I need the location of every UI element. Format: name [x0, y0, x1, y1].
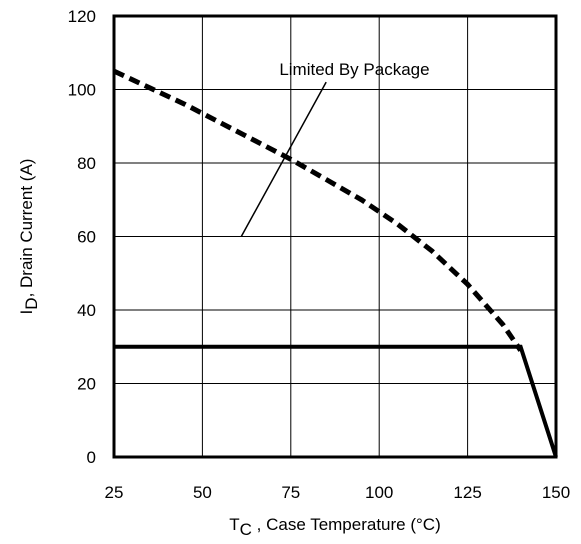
x-tick-label: 50 — [193, 483, 212, 502]
x-axis-label-sub: C — [240, 520, 252, 539]
y-axis-label-rest: , Drain Current (A) — [17, 159, 36, 298]
y-tick-label: 60 — [77, 228, 96, 247]
y-axis-label-sub: D — [22, 297, 41, 309]
x-axis-label-main: T — [229, 515, 239, 534]
x-tick-label: 75 — [281, 483, 300, 502]
x-tick-label: 100 — [365, 483, 393, 502]
grid — [114, 16, 556, 457]
series-line-2 — [114, 344, 558, 458]
y-tick-label: 0 — [87, 448, 96, 467]
y-tick-label: 120 — [68, 7, 96, 26]
y-tick-label: 20 — [77, 375, 96, 394]
y-tick-label: 100 — [68, 81, 96, 100]
y-axis-label-main: I — [17, 310, 36, 315]
x-tick-label: 25 — [105, 483, 124, 502]
annotations-group: Limited By Package — [240, 60, 430, 237]
x-axis-label: TC , Case Temperature (°C) — [229, 515, 441, 539]
x-tick-labels: 25 50 75 100 125 150 — [105, 483, 571, 502]
y-axis-label: ID, Drain Current (A) — [17, 159, 41, 315]
plot-frame — [112, 14, 558, 459]
y-tick-labels: 0 20 40 60 80 100 120 — [68, 7, 96, 467]
annotation-label: Limited By Package — [279, 60, 429, 79]
series-line-1 — [112, 68, 523, 352]
series-group — [112, 68, 558, 458]
x-tick-label: 150 — [542, 483, 570, 502]
y-tick-label: 80 — [77, 154, 96, 173]
x-tick-label: 125 — [453, 483, 481, 502]
x-axis-label-rest: , Case Temperature (°C) — [252, 515, 441, 534]
annotation-pointer — [240, 81, 327, 237]
y-tick-label: 40 — [77, 301, 96, 320]
